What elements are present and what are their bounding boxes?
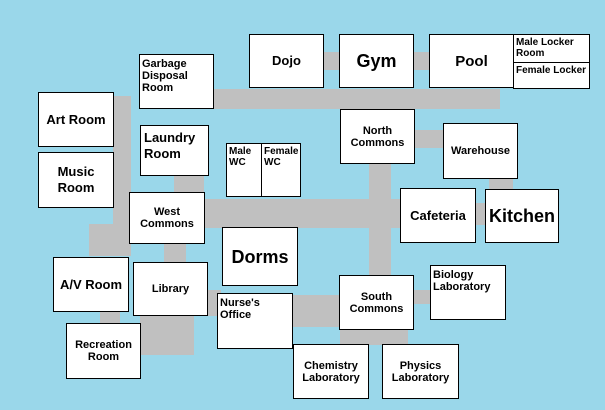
room-male-locker-label: Male Locker Room [516,37,574,59]
room-nurses-office[interactable]: Nurse's Office [217,293,293,349]
room-av-label: A/V Room [59,276,123,292]
room-biology-lab-label: Biology Laboratory [433,269,491,293]
room-dojo-label: Dojo [272,53,301,68]
room-female-wc-label: Female WC [264,146,299,168]
room-west-commons[interactable]: West Commons [129,192,205,244]
room-south-commons[interactable]: South Commons [339,275,414,330]
corridor-laundry-westcommons [174,175,204,193]
corridor-warehouse-kitchen [489,178,513,190]
room-west-commons-label: West Commons [140,206,194,230]
room-art[interactable]: Art Room [38,92,114,147]
corridor-dojo-gym [323,52,340,70]
room-female-wc[interactable]: Female WC [261,143,301,197]
room-physics-lab-label: Physics Laboratory [391,359,450,384]
room-recreation[interactable]: Recreation Room [66,323,141,379]
corridor-west-loop [89,224,131,256]
corridor-westcommons-library [164,243,186,263]
room-nurses-office-label: Nurse's Office [220,297,260,321]
room-cafeteria-label: Cafeteria [410,207,466,223]
corridor-library-recreation [140,315,194,355]
room-warehouse[interactable]: Warehouse [443,123,518,179]
room-kitchen[interactable]: Kitchen [485,189,559,243]
corridor-southcommons-labs [340,329,408,345]
room-recreation-label: Recreation Room [75,339,132,363]
corridor-cafeteria-kitchen [475,203,487,225]
corridor-north-main [213,89,500,109]
room-laundry-label: Laundry Room [144,130,196,161]
room-female-locker-label: Female Locker [516,65,587,76]
room-laundry[interactable]: Laundry Room [140,125,209,176]
room-av[interactable]: A/V Room [53,257,129,312]
corridor-av-recreation [100,311,120,323]
room-gym[interactable]: Gym [339,34,414,88]
room-north-commons[interactable]: North Commons [340,109,415,164]
room-art-label: Art Room [46,111,106,127]
room-chemistry-lab-label: Chemistry Laboratory [302,359,360,384]
room-garbage-disposal-label: Garbage Disposal Room [142,58,188,94]
room-cafeteria[interactable]: Cafeteria [400,188,476,243]
room-gym-label: Gym [356,51,397,71]
room-pool-label: Pool [455,52,488,70]
room-male-wc[interactable]: Male WC [226,143,262,197]
room-library-label: Library [151,283,190,295]
room-physics-lab[interactable]: Physics Laboratory [382,344,459,399]
corridor-northcommons-vertical [369,163,391,276]
room-garbage-disposal[interactable]: Garbage Disposal Room [139,54,214,109]
room-north-commons-label: North Commons [350,124,405,149]
room-warehouse-label: Warehouse [451,145,510,157]
corridor-nurse-southcommons [292,295,340,327]
room-pool[interactable]: Pool [429,34,514,88]
room-biology-lab[interactable]: Biology Laboratory [430,265,506,320]
corridor-northcommons-warehouse [414,130,444,148]
room-kitchen-label: Kitchen [488,206,555,226]
room-dorms-label: Dorms [231,246,289,267]
corridor-southcommons-biology [413,290,433,304]
room-dojo[interactable]: Dojo [249,34,324,88]
room-male-wc-label: Male WC [229,146,252,168]
room-music[interactable]: Music Room [38,152,114,208]
room-music-label: Music Room [57,164,95,195]
room-south-commons-label: South Commons [349,290,404,315]
corridor-gym-pool [413,52,431,70]
room-female-locker[interactable]: Female Locker [513,62,590,89]
room-library[interactable]: Library [133,262,208,316]
corridor-art-music-vertical [113,96,131,224]
room-chemistry-lab[interactable]: Chemistry Laboratory [293,344,369,399]
room-dorms[interactable]: Dorms [222,227,298,286]
room-male-locker[interactable]: Male Locker Room [513,34,590,63]
